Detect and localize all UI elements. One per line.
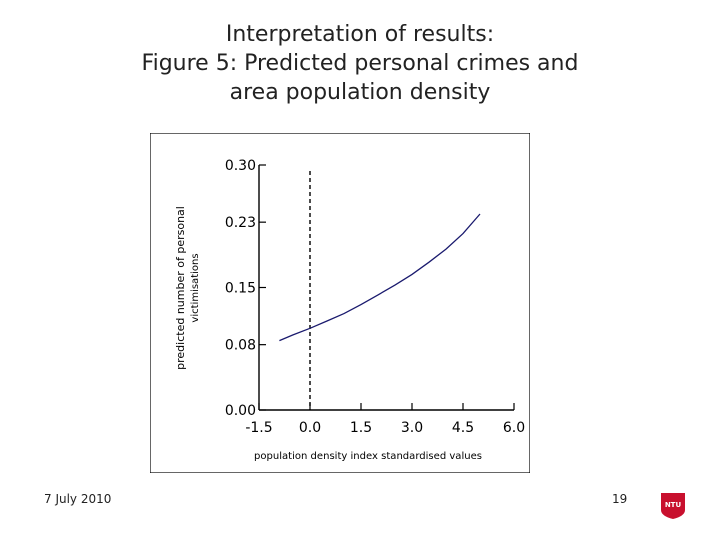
y-tick-label: 0.30 <box>225 158 256 174</box>
title-line-3: area population density <box>229 80 491 105</box>
y-axis-label-line-2: victimisations <box>190 253 201 322</box>
x-axis-label: population density index standardised va… <box>254 451 482 462</box>
chart: 0.00 0.08 0.15 0.23 0.30 -1.5 0.0 1.5 3.0 4.5 6.0… <box>150 133 530 473</box>
x-tick-label: 3.0 <box>401 420 423 436</box>
x-tick-label: 6.0 <box>503 420 525 436</box>
y-tick-label: 0.00 <box>225 403 256 419</box>
x-tick-label: 1.5 <box>350 420 372 436</box>
title-line-1: Interpretation of results: <box>225 22 495 47</box>
chart-panel <box>150 133 530 473</box>
footer-date: 7 July 2010 <box>44 492 112 506</box>
x-tick-label: -1.5 <box>245 420 272 436</box>
logo-text: NTU <box>665 501 682 509</box>
slide-title: Interpretation of results: Figure 5: Pre… <box>60 20 660 107</box>
page-number: 19 <box>612 492 628 506</box>
y-ticks: 0.00 0.08 0.15 0.23 0.30 <box>225 158 266 419</box>
series-line <box>279 213 481 342</box>
title-line-2: Figure 5: Predicted personal crimes and <box>141 51 579 76</box>
x-tick-label: 0.0 <box>299 420 321 436</box>
y-tick-label: 0.15 <box>225 281 256 297</box>
ntu-logo: NTU <box>661 493 685 519</box>
y-axis-label-line-1: predicted number of personal <box>174 206 187 370</box>
x-ticks: -1.5 0.0 1.5 3.0 4.5 6.0 <box>245 403 525 436</box>
y-tick-label: 0.08 <box>225 338 256 354</box>
y-tick-label: 0.23 <box>225 215 256 231</box>
x-tick-label: 4.5 <box>452 420 474 436</box>
